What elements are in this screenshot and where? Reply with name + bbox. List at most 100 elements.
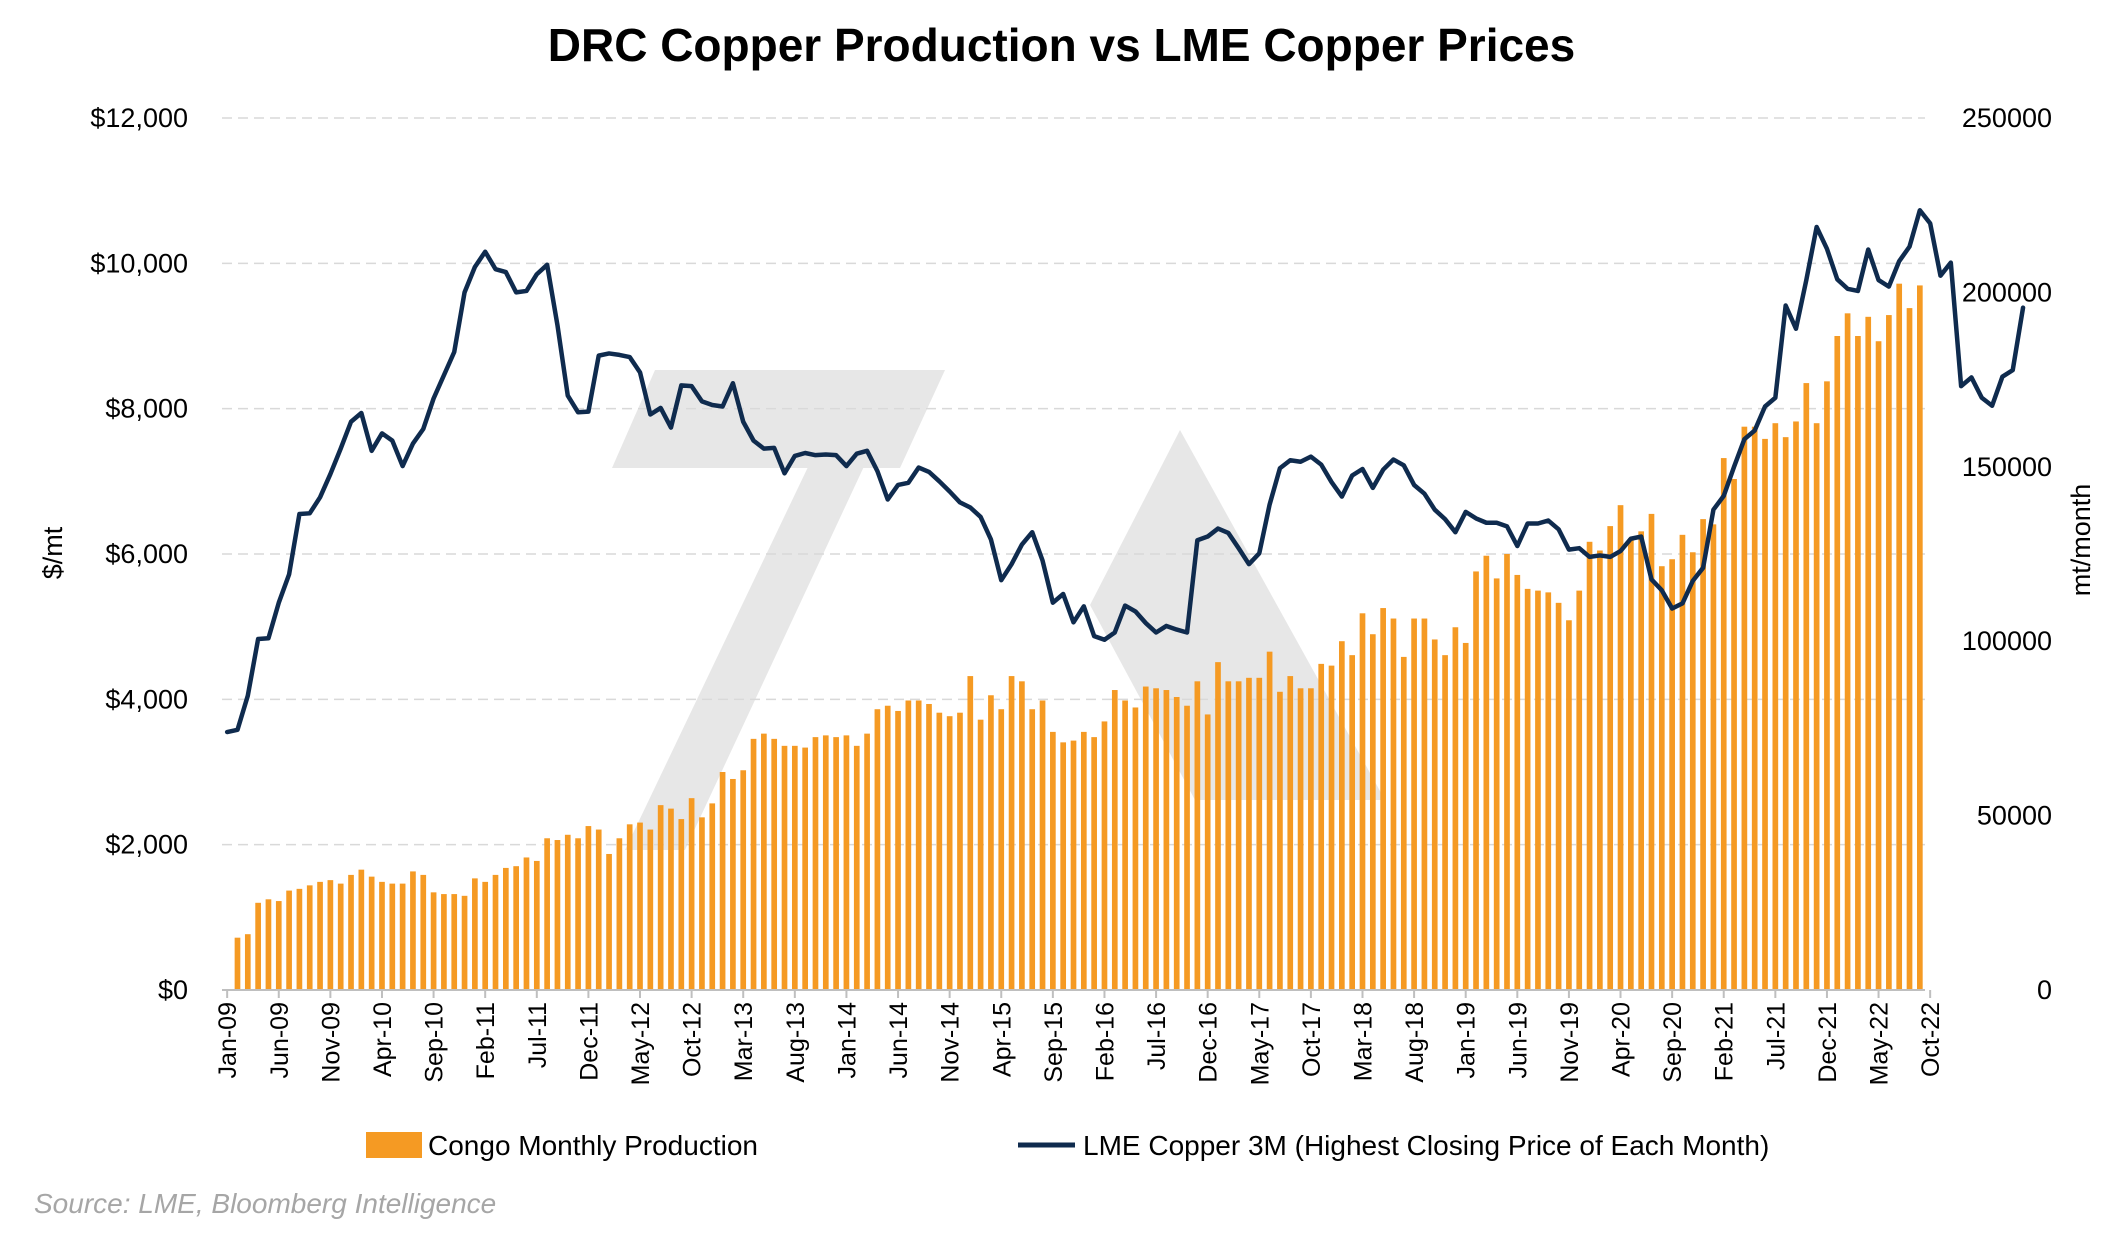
- legend: Congo Monthly Production LME Copper 3M (…: [366, 1130, 1769, 1161]
- bar: [296, 888, 303, 990]
- x-tick-label: Apr-10: [369, 1002, 397, 1077]
- bar: [1535, 590, 1541, 990]
- bar: [554, 840, 561, 990]
- bar: [1400, 656, 1407, 990]
- bar: [575, 838, 581, 990]
- bar: [1524, 588, 1531, 990]
- bar: [420, 874, 427, 990]
- bar: [1339, 641, 1345, 990]
- x-tick-label: Nov-14: [937, 1002, 965, 1083]
- bar: [1493, 578, 1500, 990]
- bar: [1215, 662, 1221, 990]
- bar: [379, 881, 385, 990]
- bar: [1452, 627, 1459, 990]
- bar: [719, 772, 726, 990]
- bar: [1008, 676, 1015, 990]
- bar: [317, 881, 323, 990]
- bar: [286, 890, 292, 990]
- bar: [1204, 714, 1211, 990]
- bar: [1689, 552, 1696, 990]
- bar: [946, 716, 953, 990]
- bar: [1349, 655, 1356, 990]
- y-tick-label-right: 0: [2037, 975, 2052, 1005]
- x-tick-label: May-12: [627, 1002, 655, 1085]
- bar: [585, 826, 592, 990]
- x-tick-label: Nov-19: [1556, 1002, 1584, 1083]
- bar: [1235, 681, 1242, 990]
- y-tick-label-right: 250000: [1962, 103, 2052, 133]
- bar: [1122, 700, 1128, 990]
- bar: [595, 829, 602, 990]
- bar: [1782, 437, 1789, 990]
- bar: [1318, 663, 1325, 990]
- y-tick-label-left: $0: [158, 975, 188, 1005]
- x-tick-label: Oct-22: [1917, 1002, 1945, 1077]
- x-tick-label: Dec-16: [1195, 1002, 1223, 1083]
- bar: [1875, 341, 1882, 991]
- bar: [647, 829, 654, 990]
- bar: [1566, 620, 1572, 990]
- bar: [441, 894, 447, 990]
- x-tick-label: Aug-18: [1401, 1002, 1429, 1083]
- bar: [1824, 381, 1830, 991]
- bar: [957, 712, 963, 990]
- bar: [730, 778, 736, 990]
- bar: [853, 745, 860, 990]
- bar: [1545, 592, 1552, 990]
- bar: [1576, 590, 1583, 990]
- bar: [1070, 740, 1077, 990]
- bar: [1173, 697, 1180, 990]
- bar: [761, 733, 767, 990]
- bar: [791, 745, 798, 990]
- bar: [750, 738, 757, 990]
- bar: [915, 700, 922, 990]
- legend-line-label: LME Copper 3M (Highest Closing Price of …: [1083, 1130, 1769, 1161]
- bar: [244, 934, 251, 990]
- x-tick-label: Jan-14: [833, 1002, 861, 1079]
- bar: [472, 878, 478, 990]
- bar: [1772, 423, 1779, 990]
- x-tick-label: Feb-21: [1711, 1002, 1739, 1081]
- bar: [771, 738, 778, 990]
- bar: [1555, 602, 1562, 990]
- bar: [1917, 285, 1923, 990]
- y-tick-label-right: 100000: [1962, 626, 2052, 656]
- bar: [1369, 634, 1376, 990]
- bar: [967, 676, 974, 990]
- chart-title: DRC Copper Production vs LME Copper Pric…: [547, 19, 1576, 71]
- y-axis-label-right: mt/month: [2066, 484, 2096, 597]
- bar: [1080, 731, 1087, 990]
- bar: [1896, 283, 1903, 990]
- bar: [1658, 566, 1665, 990]
- y-tick-label-left: $12,000: [90, 103, 188, 133]
- bar: [1163, 690, 1170, 990]
- bar: [1906, 308, 1913, 991]
- bar: [265, 899, 272, 990]
- bar: [606, 853, 612, 990]
- bar: [1865, 316, 1872, 990]
- bar: [306, 885, 313, 990]
- bar: [626, 824, 633, 990]
- bar: [812, 737, 819, 990]
- x-tick-label: Sep-15: [1040, 1002, 1068, 1083]
- x-tick-label: Apr-20: [1608, 1002, 1636, 1077]
- bar: [1886, 315, 1892, 990]
- bar: [977, 719, 984, 990]
- bar: [255, 902, 261, 990]
- bar: [1297, 688, 1304, 990]
- bar: [1762, 438, 1768, 990]
- y-tick-label-right: 150000: [1962, 452, 2052, 482]
- x-tick-label: Dec-11: [575, 1002, 603, 1081]
- x-tick-label: Oct-17: [1298, 1002, 1326, 1077]
- bar: [410, 871, 416, 990]
- x-tick-label: Oct-12: [679, 1002, 707, 1077]
- bar: [1050, 731, 1056, 990]
- bar: [709, 803, 716, 990]
- bar: [1586, 541, 1593, 990]
- legend-bar-swatch: [366, 1132, 422, 1158]
- bar: [1844, 313, 1851, 991]
- bar: [1246, 677, 1252, 990]
- bar: [503, 867, 509, 990]
- bar: [864, 733, 870, 990]
- bar: [358, 869, 365, 990]
